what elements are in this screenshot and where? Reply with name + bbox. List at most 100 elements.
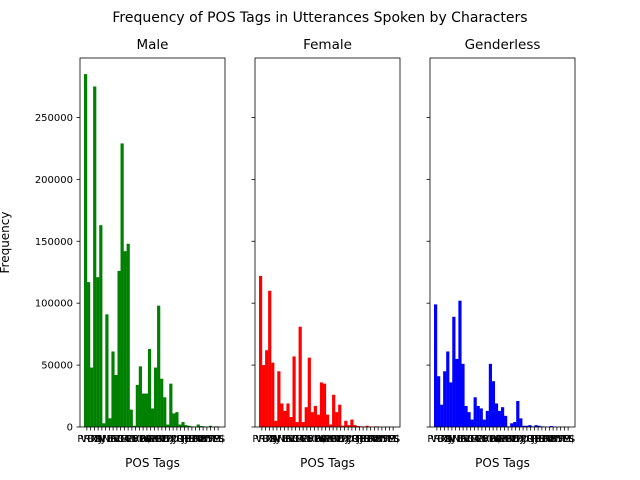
bar (353, 425, 357, 427)
bar (144, 393, 149, 427)
x-tick-label: JJR (519, 434, 533, 445)
x-tick-label: UH (177, 434, 192, 445)
bar (135, 384, 139, 427)
x-tick-label: TO (474, 434, 489, 445)
bar (455, 358, 459, 427)
y-tick-label: 250000 (35, 113, 73, 124)
bar (117, 270, 121, 427)
bar (132, 425, 136, 427)
figure-title: Frequency of POS Tags in Utterances Spok… (112, 10, 527, 26)
x-tick-label: RBS (543, 434, 563, 445)
y-tick-label: 50000 (41, 361, 73, 372)
x-tick-label: CD (505, 434, 520, 445)
subplot-female: FemalePRPVBZDTNNJJNNSVBPINRBVBCCMDTOVBDP… (251, 37, 401, 470)
x-tick-label: CC (117, 434, 131, 445)
bar (491, 381, 496, 427)
y-axis-label: Frequency (0, 212, 12, 274)
y-tick-label: 100000 (35, 299, 73, 310)
bar (108, 418, 112, 427)
bar (356, 426, 360, 427)
x-tick-label: NNS (95, 434, 116, 445)
x-tick-label: NN (441, 434, 456, 445)
x-tick-label: WRB (146, 434, 170, 445)
bar (298, 326, 302, 427)
subplot-title: Female (303, 37, 352, 53)
x-axis-label: POS Tags (300, 456, 355, 470)
bar (105, 314, 109, 427)
x-tick-label: POS (346, 434, 366, 445)
bar (87, 282, 91, 427)
x-tick-label: EX (338, 434, 351, 445)
x-tick-label: SYM (550, 434, 571, 445)
y-tick-label: 200000 (35, 175, 73, 186)
bar (437, 376, 441, 427)
subplot-title: Male (137, 37, 169, 53)
x-tick-label: MD (120, 434, 137, 445)
x-tick-label: RBR (531, 434, 552, 445)
x-tick-label: UH (527, 434, 542, 445)
x-tick-label: RBR (181, 434, 202, 445)
bar (90, 367, 94, 427)
bar (525, 425, 529, 427)
x-tick-label: WP$ (553, 434, 575, 445)
x-tick-label: JJ (98, 434, 105, 445)
x-tick-label: VB (289, 434, 303, 445)
bar (295, 422, 299, 427)
bar (325, 414, 330, 427)
x-tick-label: VBG (482, 434, 503, 445)
bar (307, 357, 311, 427)
x-tick-label: FW (542, 434, 558, 445)
bar (316, 414, 321, 427)
x-tick-label: WDT (336, 434, 361, 445)
bar (169, 383, 173, 427)
bar (289, 417, 293, 427)
x-tick-label: VBP (450, 434, 470, 445)
bar (449, 382, 453, 427)
x-tick-label: EX (163, 434, 176, 445)
x-tick-label: WP$ (378, 434, 400, 445)
x-tick-label: PRP (77, 434, 96, 445)
x-tick-label: VBN (494, 434, 515, 445)
bar (111, 351, 115, 427)
x-tick-label: WRB (321, 434, 345, 445)
x-tick-label: RP (509, 434, 522, 445)
subplot-title: Genderless (465, 37, 541, 53)
x-tick-label: WP (139, 434, 155, 445)
x-tick-label: RB (110, 434, 124, 445)
bar (313, 405, 317, 427)
subplot-male: Male 0 50000 100000 150000 200000 250000 PRPVBZ… (35, 37, 226, 470)
bar (280, 403, 284, 427)
bar (99, 225, 103, 427)
x-tick-label: PDT (361, 434, 382, 445)
x-axis-label: POS Tags (475, 456, 530, 470)
bar (172, 413, 176, 427)
x-tick-label: PDT (186, 434, 207, 445)
bar (304, 407, 308, 427)
subplot-genderless: Genderless PRPVBZDTNNJJNNSVBPINRBVBCCMDTO… (426, 37, 576, 470)
bar (482, 419, 486, 427)
x-tick-label: DT (437, 434, 452, 445)
bar (271, 362, 275, 427)
x-tick-label: SYM (375, 434, 396, 445)
x-tick-label: RBS (193, 434, 213, 445)
x-tick-label: JJ (448, 434, 455, 445)
bar (265, 350, 269, 427)
bar (504, 415, 508, 427)
x-tick-label: JJR (344, 434, 358, 445)
x-tick-label: JJS (181, 434, 194, 445)
x-tick-label: LS (387, 434, 399, 445)
x-tick-label: PRP$ (302, 434, 327, 445)
bar (277, 371, 281, 427)
x-tick-label: VBZ (430, 434, 451, 445)
x-tick-label: JJ (273, 434, 280, 445)
x-tick-label: IN (283, 434, 293, 445)
bar (138, 366, 142, 427)
bar (187, 425, 191, 427)
x-tick-label: VBD (125, 434, 147, 445)
x-tick-label: POS (171, 434, 191, 445)
x-tick-label: CC (292, 434, 306, 445)
bar (350, 419, 354, 427)
x-tick-label: SYM (200, 434, 221, 445)
x-tick-label: VBD (300, 434, 322, 445)
